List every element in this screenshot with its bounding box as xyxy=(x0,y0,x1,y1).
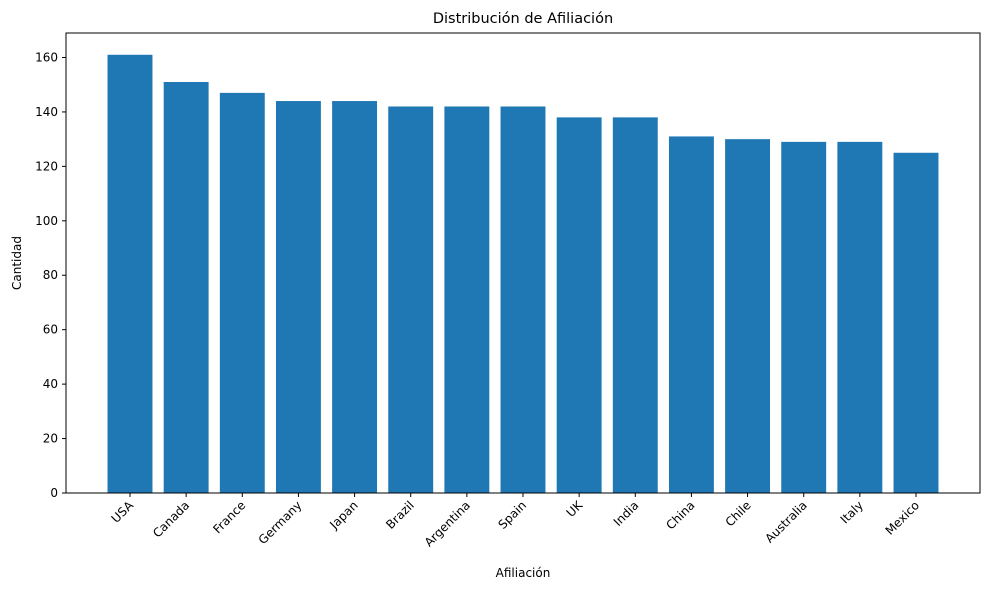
y-tick-label: 120 xyxy=(35,159,58,173)
bar-spain xyxy=(500,106,546,494)
bar-argentina xyxy=(444,106,490,494)
y-tick-label: 0 xyxy=(50,486,58,500)
bar-chile xyxy=(725,139,771,493)
bar-australia xyxy=(781,141,827,493)
bar-italy xyxy=(837,141,883,493)
bar-japan xyxy=(332,101,378,494)
x-axis-label: Afiliación xyxy=(496,566,551,580)
bar-brazil xyxy=(388,106,434,494)
plot-frame xyxy=(65,32,981,494)
y-tick-label: 60 xyxy=(43,323,58,337)
y-ticks: 0 20 40 60 80 100 120 140 160 xyxy=(35,50,66,500)
y-tick-label: 100 xyxy=(35,214,58,228)
bar-france xyxy=(219,92,265,494)
y-tick-label: 80 xyxy=(43,268,58,282)
bar-india xyxy=(612,117,658,494)
y-tick-label: 140 xyxy=(35,105,58,119)
bar-usa xyxy=(107,54,153,493)
y-tick-label: 20 xyxy=(43,432,58,446)
chart-title: Distribución de Afiliación xyxy=(433,11,613,27)
bar-china xyxy=(668,136,714,493)
bar-germany xyxy=(275,101,321,494)
bars-group xyxy=(107,54,939,494)
y-axis-label: Cantidad xyxy=(10,236,24,290)
bar-mexico xyxy=(893,152,939,494)
bar-uk xyxy=(556,117,602,494)
bar-canada xyxy=(163,81,209,493)
y-tick-label: 160 xyxy=(35,50,58,64)
y-tick-label: 40 xyxy=(43,377,58,391)
